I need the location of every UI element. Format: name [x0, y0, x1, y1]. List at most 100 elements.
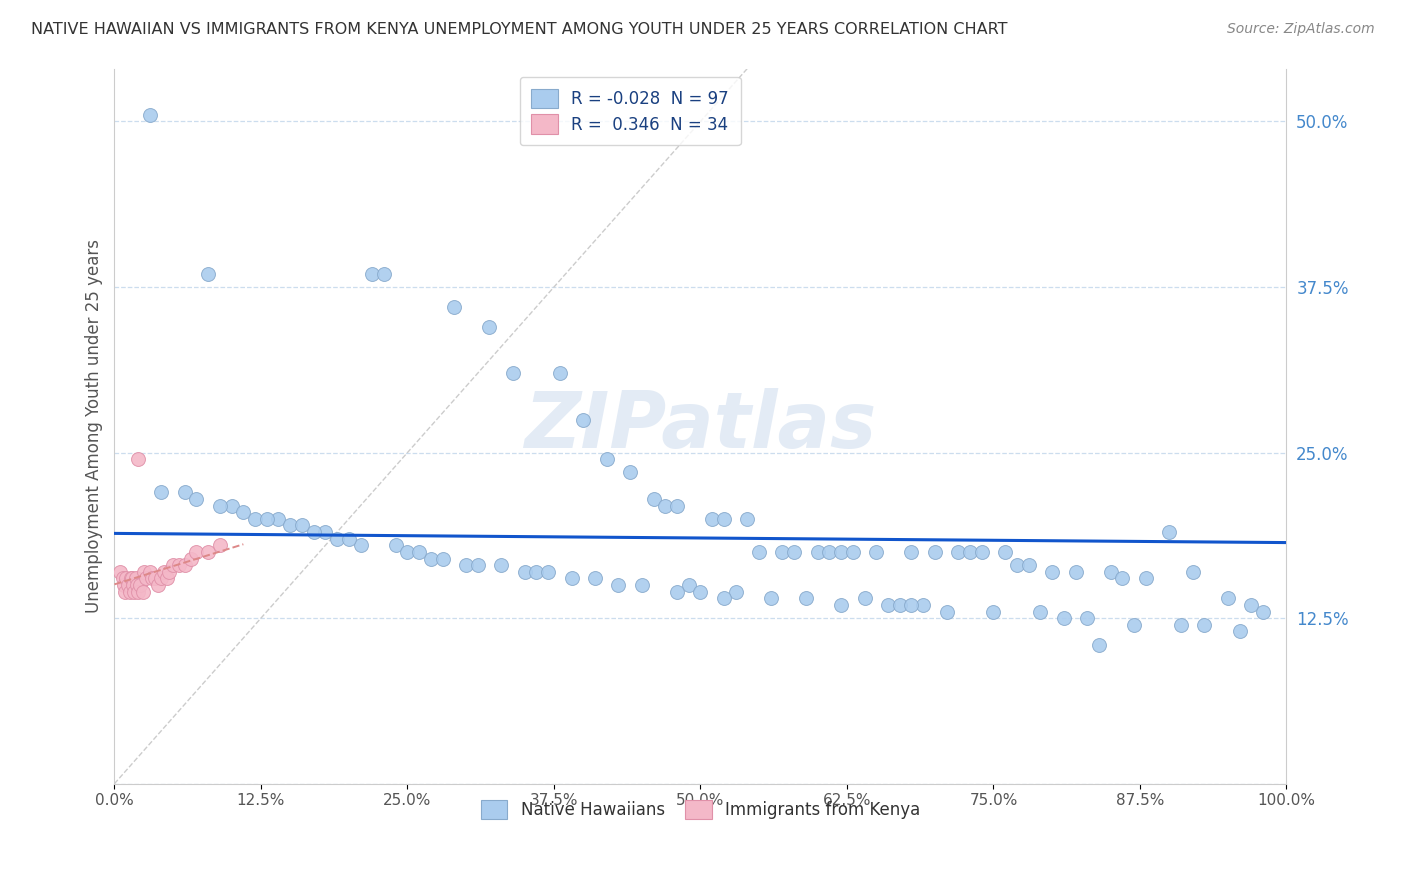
Point — [186, 545, 208, 559]
Point — [1076, 611, 1098, 625]
Point — [924, 545, 946, 559]
Point — [302, 525, 325, 540]
Point — [713, 512, 735, 526]
Point — [145, 571, 167, 585]
Point — [983, 605, 1005, 619]
Point — [208, 538, 231, 552]
Point — [759, 591, 782, 606]
Point — [152, 565, 174, 579]
Point — [630, 578, 652, 592]
Point — [1229, 624, 1251, 639]
Point — [643, 491, 665, 506]
Point — [572, 412, 595, 426]
Point — [912, 598, 935, 612]
Point — [135, 571, 157, 585]
Point — [115, 571, 138, 585]
Point — [1181, 565, 1204, 579]
Point — [118, 584, 141, 599]
Point — [150, 571, 173, 585]
Point — [970, 545, 993, 559]
Point — [537, 565, 560, 579]
Point — [548, 366, 571, 380]
Point — [384, 538, 406, 552]
Point — [112, 578, 135, 592]
Point — [127, 584, 149, 599]
Point — [830, 545, 852, 559]
Point — [156, 571, 179, 585]
Point — [678, 578, 700, 592]
Point — [124, 584, 146, 599]
Point — [127, 452, 149, 467]
Point — [243, 512, 266, 526]
Point — [1099, 565, 1122, 579]
Point — [478, 319, 501, 334]
Point — [186, 491, 208, 506]
Point — [654, 499, 676, 513]
Point — [959, 545, 981, 559]
Point — [1111, 571, 1133, 585]
Point — [666, 499, 689, 513]
Point — [1194, 617, 1216, 632]
Point — [314, 525, 336, 540]
Point — [208, 499, 231, 513]
Point — [120, 571, 142, 585]
Point — [267, 512, 290, 526]
Point — [197, 545, 219, 559]
Point — [138, 565, 160, 579]
Point — [865, 545, 887, 559]
Point — [513, 565, 536, 579]
Point — [748, 545, 770, 559]
Point — [489, 558, 512, 573]
Point — [349, 538, 371, 552]
Point — [1005, 558, 1028, 573]
Text: NATIVE HAWAIIAN VS IMMIGRANTS FROM KENYA UNEMPLOYMENT AMONG YOUTH UNDER 25 YEARS: NATIVE HAWAIIAN VS IMMIGRANTS FROM KENYA… — [31, 22, 1008, 37]
Point — [1240, 598, 1263, 612]
Text: Source: ZipAtlas.com: Source: ZipAtlas.com — [1227, 22, 1375, 37]
Point — [337, 532, 360, 546]
Point — [900, 545, 922, 559]
Point — [159, 565, 181, 579]
Point — [124, 571, 146, 585]
Point — [197, 267, 219, 281]
Point — [121, 571, 143, 585]
Point — [666, 584, 689, 599]
Point — [110, 565, 132, 579]
Point — [326, 532, 349, 546]
Point — [443, 300, 465, 314]
Point — [1170, 617, 1192, 632]
Point — [1216, 591, 1239, 606]
Point — [150, 485, 173, 500]
Point — [1040, 565, 1063, 579]
Point — [830, 598, 852, 612]
Point — [853, 591, 876, 606]
Point — [467, 558, 489, 573]
Point — [167, 558, 190, 573]
Point — [994, 545, 1017, 559]
Legend: Native Hawaiians, Immigrants from Kenya: Native Hawaiians, Immigrants from Kenya — [474, 793, 927, 825]
Point — [807, 545, 830, 559]
Point — [432, 551, 454, 566]
Point — [524, 565, 547, 579]
Point — [419, 551, 441, 566]
Point — [842, 545, 865, 559]
Point — [114, 584, 136, 599]
Point — [291, 518, 314, 533]
Point — [278, 518, 301, 533]
Point — [131, 584, 153, 599]
Text: ZIPatlas: ZIPatlas — [524, 388, 876, 464]
Point — [877, 598, 900, 612]
Point — [373, 267, 395, 281]
Point — [117, 578, 139, 592]
Point — [595, 452, 617, 467]
Point — [900, 598, 922, 612]
Point — [607, 578, 630, 592]
Y-axis label: Unemployment Among Youth under 25 years: Unemployment Among Youth under 25 years — [86, 239, 103, 613]
Point — [689, 584, 711, 599]
Point — [1064, 565, 1087, 579]
Point — [889, 598, 911, 612]
Point — [1029, 605, 1052, 619]
Point — [138, 108, 160, 122]
Point — [1123, 617, 1146, 632]
Point — [1135, 571, 1157, 585]
Point — [173, 558, 195, 573]
